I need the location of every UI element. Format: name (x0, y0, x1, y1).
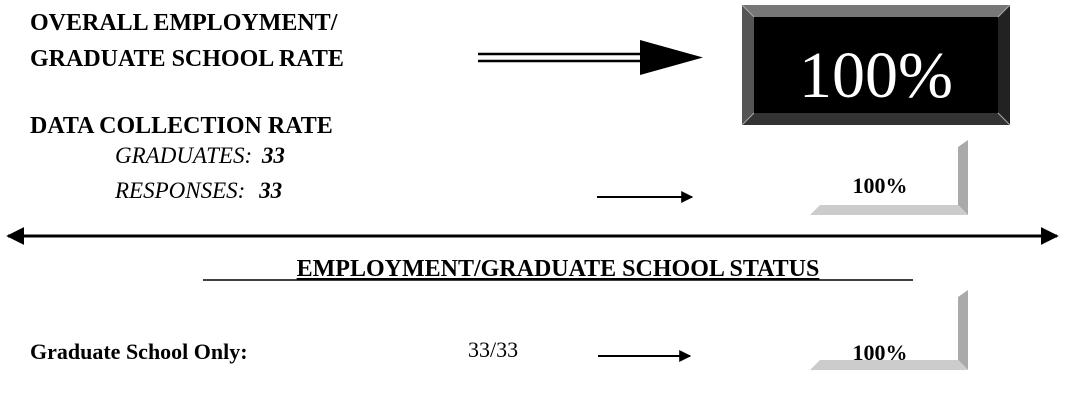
status-heading: EMPLOYMENT/GRADUATE SCHOOL STATUS (297, 256, 820, 282)
rate-box-large (741, 4, 1011, 126)
overall-title-line: GRADUATE SCHOOL RATE (30, 46, 344, 72)
overall-title-line: OVERALL EMPLOYMENT/ (30, 10, 338, 36)
responses-line: RESPONSES: 33 (114, 178, 282, 203)
data-collection-title: DATA COLLECTION RATE (30, 113, 333, 139)
row-rate: 100% (853, 340, 908, 365)
row-label: Graduate School Only: (30, 339, 248, 364)
row-fraction: 33/33 (468, 337, 518, 362)
graduates-value: 33 (261, 143, 285, 168)
data-collection-rate: 100% (853, 173, 908, 198)
responses-label: RESPONSES: (114, 178, 245, 203)
responses-value: 33 (258, 178, 282, 203)
double-arrow (478, 40, 703, 75)
graduates-line: GRADUATES: 33 (115, 143, 285, 168)
rate-box-small (810, 290, 968, 370)
rate-box-small (810, 140, 968, 215)
overall-rate: 100% (799, 39, 953, 112)
graduates-label: GRADUATES: (115, 143, 252, 168)
